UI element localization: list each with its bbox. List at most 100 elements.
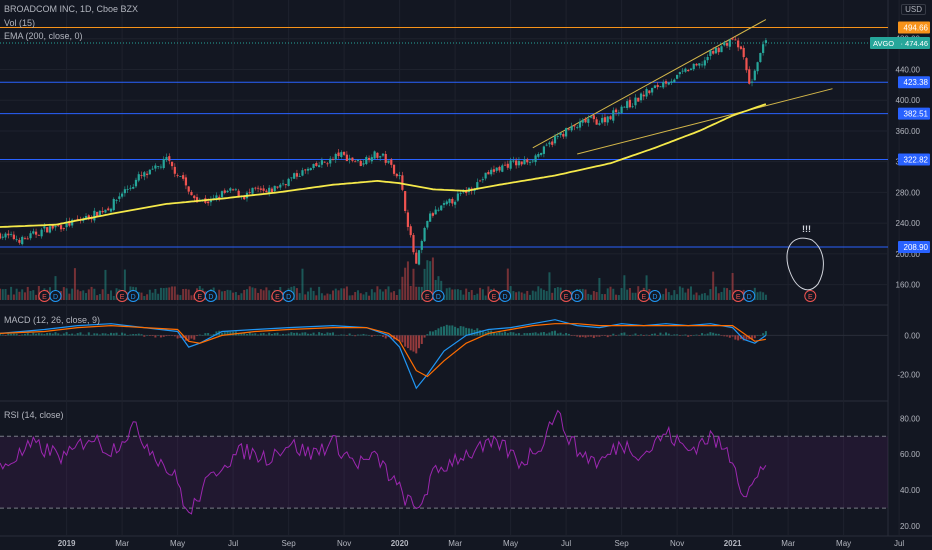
price-axis[interactable]: 160.00200.00240.00280.00320.00360.00400.… [870, 21, 930, 531]
candle-body [223, 190, 226, 193]
earnings-marker: E [193, 290, 206, 302]
candle-body [179, 176, 182, 177]
volume-bar [420, 286, 423, 300]
volume-bar [687, 288, 690, 300]
volume-bar [678, 286, 681, 300]
volume-bar [676, 294, 679, 300]
macd-histogram-bar [526, 333, 529, 336]
volume-bar [110, 290, 112, 300]
macd-histogram-bar [209, 334, 212, 336]
candle-body [137, 174, 140, 181]
candle-body [756, 62, 759, 72]
macd-histogram-bar [90, 334, 93, 336]
volume-bar [756, 292, 759, 300]
annotation[interactable]: !!! [786, 224, 824, 291]
rsi-pane [0, 409, 888, 515]
candle-body [12, 234, 15, 240]
annotation-text: !!! [802, 224, 811, 234]
candle-body [703, 60, 706, 66]
macd-histogram-bar [745, 335, 748, 340]
earnings-letter: E [120, 294, 125, 301]
macd-histogram-bar [201, 335, 204, 336]
candle-body [520, 161, 523, 165]
candle-body [381, 153, 385, 156]
macd-histogram-bar [470, 328, 473, 336]
macd-histogram-bar [93, 333, 96, 336]
macd-histogram-bar [348, 333, 351, 336]
candle-body [331, 158, 335, 160]
volume-bar [146, 294, 149, 300]
candle-body [576, 127, 579, 129]
time-axis[interactable]: 2019 Mar May Jul Sep Nov 2020 Mar May Jul Sep Nov 20… [58, 539, 905, 548]
volume-bar [248, 286, 251, 300]
candle-body [90, 218, 93, 220]
volume-bar [65, 288, 68, 300]
candle-body [170, 161, 174, 167]
dividend-letter: D [747, 294, 752, 301]
price-tag-bg [870, 36, 930, 49]
macd-histogram-bar [265, 334, 268, 336]
candle-body [692, 63, 695, 70]
volume-bar [692, 294, 695, 300]
candle-body [545, 144, 548, 146]
candle-body [498, 166, 501, 171]
macd-histogram-bar [562, 334, 565, 336]
macd-histogram-bar [148, 335, 151, 336]
macd-histogram-bar [728, 335, 731, 338]
event-markers[interactable]: E E E E E E E E E ED D D D D D D D D [38, 290, 817, 302]
volume-bar [529, 294, 532, 300]
macd-histogram-bar [726, 335, 729, 337]
volume-bar [462, 294, 465, 300]
candle-body [195, 197, 199, 203]
macd-histogram-bar [143, 335, 146, 337]
candle-body [104, 209, 107, 213]
volume-bar [148, 289, 151, 300]
volume-bar [598, 277, 601, 300]
macd-histogram-bar [648, 335, 651, 336]
candle-body [209, 199, 212, 203]
candle-body [659, 86, 662, 88]
candle-body [670, 81, 673, 83]
volume-bar [295, 288, 298, 300]
volume-bar [615, 294, 618, 300]
volume-bar [29, 290, 32, 300]
candle-body [351, 157, 354, 161]
earnings-marker: E [421, 290, 434, 302]
candle-body [134, 179, 138, 187]
volume-bar [415, 286, 418, 300]
rsi-band [0, 436, 888, 509]
candle-body [362, 163, 365, 165]
volume-bar [298, 293, 301, 300]
time-tick-label: May [170, 539, 185, 548]
volume-bar [456, 289, 459, 300]
price-tick-label: 160.00 [896, 281, 921, 290]
candle-body [523, 159, 526, 165]
macd-histogram-bar [165, 335, 168, 337]
currency-badge[interactable]: USD [901, 4, 926, 15]
volume-bar [387, 286, 390, 300]
volume-bar [448, 287, 451, 300]
candle-body [115, 200, 118, 201]
macd-histogram-bar [73, 334, 76, 336]
macd-histogram-bar [673, 334, 676, 336]
chart-title: BROADCOM INC, 1D, Cboe BZX [4, 4, 139, 14]
candle-body [717, 47, 720, 53]
volume-bar [623, 275, 626, 300]
volume-bar [190, 295, 193, 300]
macd-histogram-bar [82, 334, 85, 336]
volume-label: Vol (15) [4, 18, 36, 28]
macd-histogram-bar [190, 335, 193, 339]
candle-body [367, 157, 371, 161]
candle-body [140, 175, 143, 176]
macd-histogram-bar [706, 333, 709, 336]
macd-histogram-bar [467, 328, 470, 336]
level-tag-bg [898, 153, 930, 166]
candle-body [653, 85, 656, 89]
volume-bar [520, 292, 523, 300]
candle-body [312, 164, 315, 169]
candle-body [392, 164, 396, 174]
volume-bar [173, 286, 176, 300]
macd-histogram-bar [404, 335, 407, 347]
volume-bar [645, 275, 648, 300]
